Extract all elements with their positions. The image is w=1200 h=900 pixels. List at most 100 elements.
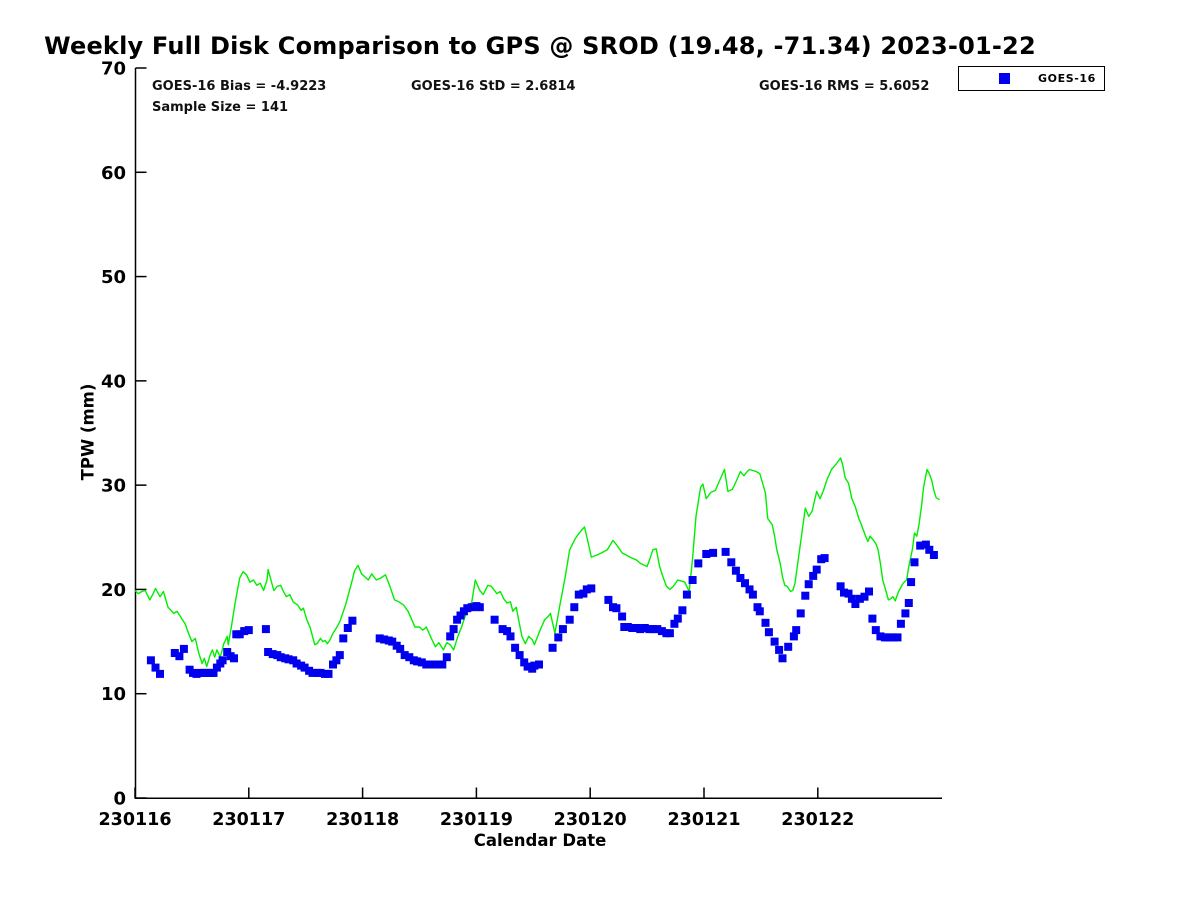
goes16-marker bbox=[413, 657, 422, 666]
x-tick-label: 230118 bbox=[326, 810, 399, 830]
goes16-marker bbox=[442, 653, 451, 662]
goes16-marker bbox=[820, 554, 829, 563]
goes16-marker bbox=[218, 656, 227, 665]
goes16-marker bbox=[261, 625, 270, 634]
goes16-marker bbox=[929, 551, 938, 559]
goes16-marker bbox=[520, 658, 529, 667]
goes16-marker bbox=[789, 632, 798, 641]
goes16-marker bbox=[910, 558, 919, 567]
goes16-marker bbox=[804, 580, 813, 589]
goes16-marker bbox=[565, 615, 574, 624]
goes16-marker bbox=[453, 615, 462, 624]
goes16-marker bbox=[467, 603, 476, 612]
y-axis-title: TPW (mm) bbox=[78, 383, 98, 481]
x-tick-label: 230119 bbox=[440, 810, 513, 830]
goes16-marker bbox=[268, 650, 277, 659]
goes16-marker bbox=[506, 632, 515, 641]
goes16-marker bbox=[240, 627, 249, 636]
goes16-marker bbox=[400, 651, 409, 660]
legend-box: GOES-16 bbox=[958, 66, 1105, 91]
y-tick-label: 10 bbox=[101, 684, 126, 705]
goes16-marker bbox=[893, 633, 902, 642]
goes16-marker bbox=[449, 625, 458, 634]
goes16-marker bbox=[836, 582, 845, 591]
goes16-marker bbox=[896, 619, 905, 628]
goes16-marker bbox=[670, 619, 679, 628]
goes16-marker bbox=[339, 634, 348, 643]
goes16-marker bbox=[731, 566, 740, 575]
goes16-marker bbox=[498, 625, 507, 634]
goes16-marker bbox=[230, 654, 238, 663]
goes16-marker bbox=[673, 614, 682, 623]
gps-line bbox=[134, 457, 940, 668]
goes16-marker bbox=[292, 659, 301, 668]
goes16-marker bbox=[388, 637, 397, 646]
goes16-marker bbox=[727, 558, 736, 567]
stat-rms: GOES-16 RMS = 5.6052 bbox=[759, 79, 930, 94]
goes16-marker bbox=[570, 603, 579, 612]
goes16-marker bbox=[640, 624, 649, 632]
goes16-marker bbox=[925, 545, 934, 554]
goes16-marker bbox=[904, 599, 913, 607]
goes16-marker bbox=[741, 579, 749, 588]
goes16-marker bbox=[648, 625, 657, 634]
goes16-marker bbox=[446, 632, 455, 641]
goes16-marker bbox=[702, 550, 711, 558]
goes16-marker bbox=[865, 587, 873, 596]
goes16-marker bbox=[425, 660, 434, 669]
goes16-marker bbox=[316, 668, 325, 677]
x-tick-label: 230116 bbox=[98, 810, 171, 830]
goes16-marker bbox=[855, 594, 864, 603]
goes16-legend-marker-icon bbox=[999, 73, 1010, 84]
goes16-marker bbox=[151, 663, 160, 672]
goes16-marker bbox=[628, 624, 637, 632]
goes16-marker bbox=[812, 565, 821, 574]
goes16-marker bbox=[876, 632, 885, 641]
goes16-marker bbox=[244, 626, 253, 635]
goes16-marker bbox=[694, 559, 703, 568]
goes16-marker bbox=[761, 618, 770, 627]
goes16-marker bbox=[375, 634, 384, 643]
goes16-marker bbox=[778, 654, 787, 663]
goes16-marker bbox=[764, 628, 773, 637]
goes16-marker bbox=[276, 653, 285, 662]
goes16-marker bbox=[801, 591, 810, 600]
chart-title: Weekly Full Disk Comparison to GPS @ SRO… bbox=[44, 32, 1036, 60]
goes16-marker bbox=[745, 585, 754, 594]
goes16-marker bbox=[156, 669, 164, 678]
goes16-marker bbox=[456, 611, 465, 620]
goes16-marker bbox=[871, 626, 880, 635]
y-tick-label: 40 bbox=[101, 371, 126, 392]
goes16-marker bbox=[888, 633, 897, 642]
goes16-marker bbox=[755, 607, 764, 616]
goes16-marker bbox=[682, 590, 691, 599]
goes16-marker bbox=[657, 627, 666, 636]
goes16-marker bbox=[868, 614, 877, 623]
goes16-marker bbox=[901, 609, 910, 618]
goes16-marker bbox=[209, 668, 218, 677]
stat-sample-size: Sample Size = 141 bbox=[152, 100, 289, 115]
goes16-marker bbox=[515, 651, 524, 660]
goes16-marker bbox=[582, 585, 591, 594]
y-tick-label: 20 bbox=[101, 580, 126, 601]
goes16-marker bbox=[688, 576, 697, 584]
goes16-marker bbox=[579, 589, 588, 598]
goes16-marker bbox=[343, 624, 352, 632]
goes16-marker bbox=[223, 648, 232, 656]
goes16-marker bbox=[665, 629, 674, 638]
goes16-marker bbox=[653, 625, 662, 634]
goes16-marker bbox=[860, 592, 869, 601]
goes16-marker bbox=[809, 571, 818, 580]
goes16-marker bbox=[530, 661, 539, 670]
goes16-marker bbox=[396, 644, 405, 653]
goes16-marker bbox=[511, 643, 520, 652]
goes16-marker bbox=[490, 615, 499, 624]
goes16-marker bbox=[430, 660, 439, 669]
goes16-marker bbox=[308, 668, 317, 677]
x-axis-title: Calendar Date bbox=[473, 831, 607, 850]
y-tick-label: 0 bbox=[113, 789, 126, 810]
goes16-marker bbox=[604, 595, 613, 604]
goes16-marker bbox=[438, 660, 447, 669]
goes16-marker bbox=[840, 588, 848, 597]
